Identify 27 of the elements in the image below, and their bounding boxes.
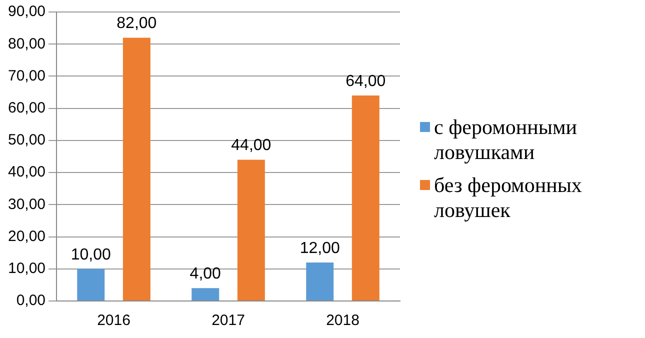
y-tick-label: 30,00 — [8, 196, 46, 213]
bar — [237, 160, 265, 300]
y-tick-label: 70,00 — [8, 67, 46, 84]
y-tick-label: 90,00 — [8, 3, 46, 20]
legend-label: с феромонными ловушками — [434, 115, 578, 165]
y-tick-label: 80,00 — [8, 35, 46, 52]
data-label: 10,00 — [70, 246, 111, 264]
y-tick-label: 40,00 — [8, 164, 46, 181]
bar — [352, 95, 380, 300]
data-label: 4,00 — [190, 266, 222, 283]
bar — [306, 262, 334, 300]
bar — [192, 288, 220, 300]
x-tick-label: 2017 — [212, 312, 245, 330]
bar — [122, 38, 150, 300]
bar — [77, 268, 105, 300]
data-label: 12,00 — [300, 240, 340, 257]
data-label: 82,00 — [116, 15, 157, 32]
data-label: 44,00 — [231, 137, 272, 154]
y-tick-label: 0,00 — [16, 292, 46, 310]
x-tick-label: 2018 — [326, 312, 360, 330]
y-tick-label: 50,00 — [8, 132, 46, 149]
y-tick-label: 20,00 — [8, 228, 46, 245]
legend-label: без феромонных ловушек — [434, 173, 583, 223]
x-tick-label: 2016 — [97, 312, 130, 330]
y-tick-label: 60,00 — [8, 99, 46, 116]
data-label: 64,00 — [346, 72, 386, 90]
y-tick-label: 10,00 — [8, 260, 46, 278]
